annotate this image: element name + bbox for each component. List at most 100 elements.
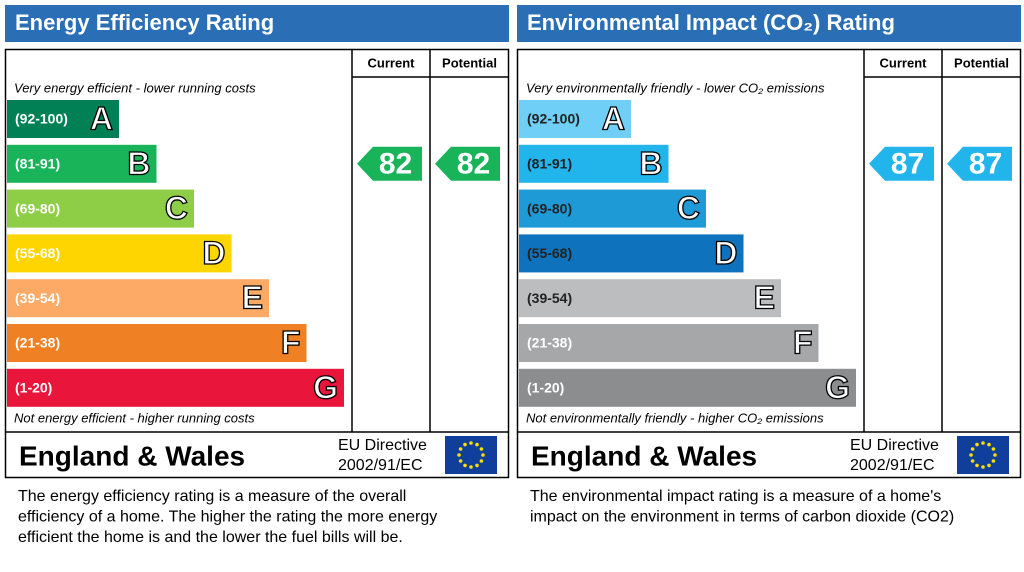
description: impact on the environment in terms of ca… <box>530 509 954 526</box>
flag-star <box>991 459 996 463</box>
band-range: (1-20) <box>527 380 564 396</box>
band-range: (69-80) <box>527 200 572 216</box>
flag-star <box>975 463 979 468</box>
band-range: (55-68) <box>15 245 60 261</box>
flag-star <box>987 463 991 468</box>
bottom-note: Not energy efficient - higher running co… <box>14 410 255 425</box>
rating-value: 82 <box>379 148 412 181</box>
rating-band <box>7 324 307 362</box>
rating-band <box>7 279 269 318</box>
top-note: Very environmentally friendly - lower CO… <box>526 80 825 95</box>
band-letter: E <box>242 280 263 316</box>
band-letter: F <box>281 324 301 360</box>
directive: 2002/91/EC <box>850 457 935 474</box>
description: The environmental impact rating is a mea… <box>530 488 941 505</box>
column-header: Current <box>368 55 416 70</box>
band-range: (21-38) <box>527 335 572 351</box>
flag-star <box>481 453 485 457</box>
band-range: (69-80) <box>15 200 60 216</box>
rating-band <box>519 234 744 273</box>
flag-star <box>970 459 975 463</box>
flag-star <box>981 465 985 469</box>
band-letter: F <box>793 324 813 360</box>
rating-value: 82 <box>457 148 490 181</box>
flag-star <box>469 465 473 469</box>
directive: EU Directive <box>338 437 427 454</box>
band-range: (39-54) <box>15 290 60 306</box>
description: efficient the home is and the lower the … <box>18 529 403 546</box>
flag-star <box>458 447 463 451</box>
rating-band <box>519 324 819 362</box>
band-letter: E <box>754 280 775 316</box>
flag-star <box>970 447 975 451</box>
flag-star <box>993 453 997 457</box>
band-range: (1-20) <box>15 380 52 396</box>
flag-star <box>463 442 467 447</box>
band-letter: B <box>127 145 150 181</box>
band-letter: A <box>602 100 625 136</box>
band-letter: C <box>165 190 188 226</box>
column-header: Current <box>880 55 928 70</box>
description: The energy efficiency rating is a measur… <box>18 488 406 505</box>
band-range: (21-38) <box>15 335 60 351</box>
rating-arrow <box>357 146 422 181</box>
rating-band <box>519 368 856 407</box>
flag-star <box>981 441 985 445</box>
band-range: (81-91) <box>15 156 60 172</box>
rating-band <box>7 100 119 138</box>
title-bar <box>517 5 1021 42</box>
flag-star <box>991 447 996 451</box>
rating-value: 87 <box>891 148 924 181</box>
flag-star <box>475 463 479 468</box>
band-letter: G <box>825 369 850 405</box>
flag-star <box>475 442 479 447</box>
band-letter: D <box>714 235 737 271</box>
directive: 2002/91/EC <box>338 457 423 474</box>
flag-star <box>463 463 467 468</box>
band-letter: D <box>202 235 225 271</box>
rating-box <box>4 48 510 479</box>
band-letter: G <box>313 369 338 405</box>
rating-band <box>519 189 706 228</box>
rating-band <box>7 368 344 407</box>
country: England & Wales <box>531 440 757 471</box>
rating-box <box>516 48 1022 479</box>
rating-band <box>7 144 157 183</box>
flag-star <box>987 442 991 447</box>
flag-star <box>975 442 979 447</box>
band-range: (55-68) <box>527 245 572 261</box>
band-range: (81-91) <box>527 156 572 172</box>
band-letter: A <box>90 100 113 136</box>
title-bar <box>5 5 509 42</box>
bottom-note: Not environmentally friendly - higher CO… <box>526 410 824 425</box>
flag-star <box>479 459 484 463</box>
band-letter: B <box>639 145 662 181</box>
rating-band <box>7 189 194 228</box>
rating-band <box>7 234 232 273</box>
rating-arrow <box>869 146 934 181</box>
band-range: (39-54) <box>527 290 572 306</box>
column-header: Potential <box>442 55 497 70</box>
rating-band <box>519 279 781 318</box>
band-range: (92-100) <box>527 111 580 127</box>
flag-star <box>458 459 463 463</box>
rating-arrow <box>947 146 1012 181</box>
directive: EU Directive <box>850 437 939 454</box>
rating-band <box>519 100 631 138</box>
rating-arrow <box>435 146 500 181</box>
flag-star <box>469 441 473 445</box>
rating-value: 87 <box>969 148 1002 181</box>
country: England & Wales <box>19 440 245 471</box>
band-letter: C <box>677 190 700 226</box>
column-header: Potential <box>954 55 1009 70</box>
flag-star <box>969 453 973 457</box>
rating-panel: Environmental Impact (CO₂) Rating Current… <box>516 5 1022 526</box>
flag-star <box>479 447 484 451</box>
top-note: Very energy efficient - lower running co… <box>14 80 256 95</box>
panel-title: Environmental Impact (CO₂) Rating <box>527 10 895 35</box>
flag-star <box>457 453 461 457</box>
band-range: (92-100) <box>15 111 68 127</box>
rating-band <box>519 144 669 183</box>
panel-title: Energy Efficiency Rating <box>15 10 274 35</box>
